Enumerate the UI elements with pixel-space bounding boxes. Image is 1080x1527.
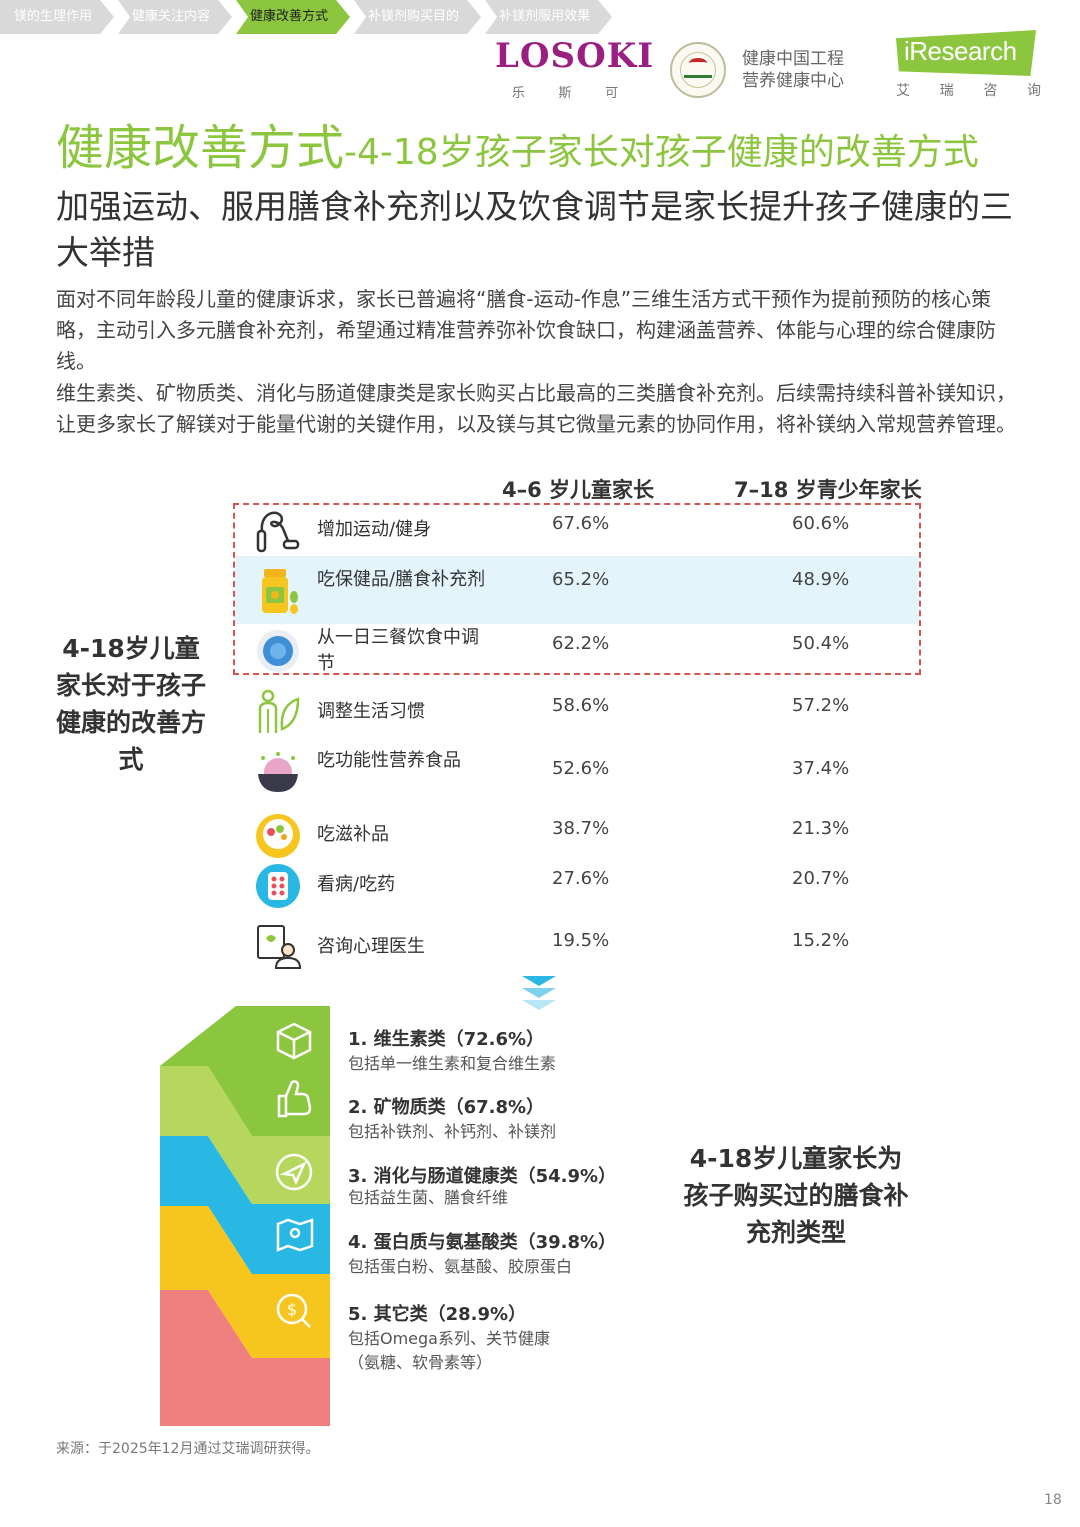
- stair-protein: [160, 1206, 330, 1358]
- lifestyle-icon: [258, 689, 300, 733]
- org-emblem-icon: [670, 42, 726, 98]
- breadcrumb-item-health-improvement[interactable]: 健康改善方式: [236, 0, 350, 34]
- value-age-4-6: 62.2%: [552, 633, 610, 654]
- iresearch-sub-char: 瑞: [939, 83, 954, 99]
- thumbs-up-icon: [277, 1080, 312, 1118]
- table-row: 增加运动/健身 67.6% 60.6%: [250, 503, 910, 559]
- page-number: 18: [1044, 1492, 1062, 1508]
- losoki-sub-char: 乐: [511, 86, 525, 101]
- row-label: 吃保健品/膳食补充剂: [317, 569, 486, 590]
- table-row: 吃保健品/膳食补充剂 65.2% 48.9%: [250, 563, 910, 619]
- value-age-4-6: 19.5%: [552, 930, 610, 951]
- page-subtitle: 加强运动、服用膳食补充剂以及饮食调节是家长提升孩子健康的三大举措: [56, 187, 1013, 272]
- improvement-methods-label: 4-18岁儿童家长对于孩子健康的改善方式: [55, 634, 206, 774]
- value-age-4-6: 38.7%: [552, 818, 610, 839]
- column-header-age-7-18: 7–18 岁青少年家长: [734, 478, 922, 502]
- breadcrumb: 镁的生理作用 健康关注内容 健康改善方式 补镁剂购买目的 补镁剂服用效果: [0, 0, 616, 34]
- column-header-age-4-6: 4–6 岁儿童家长: [502, 478, 655, 502]
- value-age-7-18: 60.6%: [792, 513, 850, 534]
- stair-other: [160, 1290, 330, 1426]
- supplement-item-title: 4. 蛋白质与氨基酸类（39.8%）: [348, 1232, 617, 1253]
- value-age-4-6: 67.6%: [552, 513, 610, 534]
- supplement-item-desc: 包括单一维生素和复合维生素: [348, 1054, 557, 1073]
- value-age-7-18: 50.4%: [792, 633, 850, 654]
- cube-icon: [276, 1022, 312, 1060]
- map-pin-icon: [276, 1218, 314, 1252]
- table-row: 看病/吃药 27.6% 20.7%: [250, 858, 910, 914]
- highlight-row-band: [235, 556, 919, 624]
- row-label: 从一日三餐饮食中调节: [317, 627, 479, 674]
- supplement-bottle-icon: [262, 569, 298, 614]
- supplement-types-staircase: $: [160, 1006, 330, 1426]
- pill-pack-icon: [256, 864, 300, 908]
- breadcrumb-item-purchase-purpose[interactable]: 补镁剂购买目的: [354, 0, 481, 34]
- svg-text:$: $: [287, 1300, 297, 1319]
- value-age-7-18: 57.2%: [792, 695, 850, 716]
- table-row: 咨询心理医生 19.5% 15.2%: [250, 918, 910, 974]
- value-age-7-18: 48.9%: [792, 569, 850, 590]
- supplement-item-title: 5. 其它类（28.9%）: [348, 1304, 527, 1325]
- iresearch-sub-char: 询: [1026, 83, 1041, 99]
- org-name: 健康中国工程 营养健康中心: [742, 48, 844, 92]
- supplement-item-title: 2. 矿物质类（67.8%）: [348, 1097, 545, 1118]
- row-label: 吃功能性营养食品: [317, 750, 461, 771]
- tonic-bowl-icon: [256, 814, 300, 858]
- supplement-item-title: 3. 消化与肠道健康类（54.9%）: [348, 1166, 617, 1187]
- row-label: 咨询心理医生: [317, 936, 425, 957]
- intro-paragraph: 面对不同年龄段儿童的健康诉求，家长已普遍将“膳食-运动-作息”三维生活方式干预作…: [56, 287, 996, 373]
- top3-dashed-frame: [233, 503, 921, 675]
- supplement-item-desc: 包括Omega系列、关节健康（氨糖、软骨素等）: [348, 1329, 550, 1372]
- value-age-7-18: 21.3%: [792, 818, 850, 839]
- source-note: 来源：于2025年12月通过艾瑞调研获得。: [56, 1441, 320, 1457]
- jump-rope-icon: [256, 511, 300, 553]
- losoki-logo: LOSOKI 乐 斯 可: [495, 36, 655, 101]
- iresearch-wordmark: iResearch: [904, 36, 1017, 66]
- chevron-down-icon: [522, 976, 556, 1010]
- iresearch-logo-badge: [896, 30, 1036, 76]
- value-age-4-6: 65.2%: [552, 569, 610, 590]
- table-row: 调整生活习惯 58.6% 57.2%: [250, 685, 910, 741]
- iresearch-sub-char: 艾: [896, 83, 910, 99]
- meal-plate-icon: [257, 630, 299, 672]
- psychologist-icon: [257, 925, 302, 969]
- stair-minerals: [160, 1066, 330, 1204]
- breadcrumb-item-usage-effect[interactable]: 补镁剂服用效果: [485, 0, 612, 34]
- supplement-item-title: 1. 维生素类（72.6%）: [348, 1029, 545, 1050]
- value-age-4-6: 27.6%: [552, 868, 610, 889]
- org-name-line2: 营养健康中心: [742, 71, 844, 91]
- value-age-7-18: 20.7%: [792, 868, 850, 889]
- breadcrumb-item-magnesium-physiology[interactable]: 镁的生理作用: [0, 0, 114, 34]
- value-age-4-6: 58.6%: [552, 695, 610, 716]
- supplement-types-label: 4-18岁儿童家长为孩子购买过的膳食补充剂类型: [683, 1144, 909, 1247]
- supplement-item-desc: 包括益生菌、膳食纤维: [348, 1188, 509, 1207]
- row-label: 调整生活习惯: [317, 701, 425, 722]
- page-title-main: 健康改善方式: [56, 120, 345, 176]
- supplement-item-desc: 包括补铁剂、补钙剂、补镁剂: [348, 1122, 557, 1141]
- losoki-sub-char: 可: [605, 86, 619, 101]
- dollar-search-icon: $: [276, 1293, 311, 1328]
- value-age-7-18: 15.2%: [792, 930, 850, 951]
- value-age-7-18: 37.4%: [792, 758, 850, 779]
- iresearch-subtext: 艾 瑞 咨 询: [896, 80, 1041, 100]
- table-row: 从一日三餐饮食中调节 62.2% 50.4%: [250, 621, 910, 677]
- supplement-item-desc: 包括蛋白粉、氨基酸、胶原蛋白: [348, 1257, 573, 1276]
- value-age-4-6: 52.6%: [552, 758, 610, 779]
- page-title: 健康改善方式-4-18岁孩子家长对孩子健康的改善方式: [56, 108, 979, 178]
- paper-plane-icon: [275, 1153, 313, 1191]
- insight-paragraph: 维生素类、矿物质类、消化与肠道健康类是家长购买占比最高的三类膳食补充剂。后续需持…: [56, 381, 1016, 436]
- row-label: 吃滋补品: [317, 824, 389, 845]
- table-row: 吃滋补品 38.7% 21.3%: [250, 808, 910, 864]
- losoki-sub-char: 斯: [558, 86, 572, 101]
- functional-food-bowl-icon: [258, 752, 298, 792]
- table-row: 吃功能性营养食品 52.6% 37.4%: [250, 746, 910, 802]
- iresearch-sub-char: 咨: [983, 83, 998, 99]
- stair-digestive: [160, 1136, 330, 1274]
- losoki-subtext: 乐 斯 可: [495, 82, 635, 101]
- row-label: 看病/吃药: [317, 874, 396, 895]
- org-name-line1: 健康中国工程: [742, 49, 844, 69]
- row-label: 增加运动/健身: [317, 519, 432, 540]
- page-title-rest: -4-18岁孩子家长对孩子健康的改善方式: [344, 132, 979, 173]
- losoki-wordmark: LOSOKI: [495, 36, 655, 76]
- breadcrumb-item-health-concerns[interactable]: 健康关注内容: [118, 0, 232, 34]
